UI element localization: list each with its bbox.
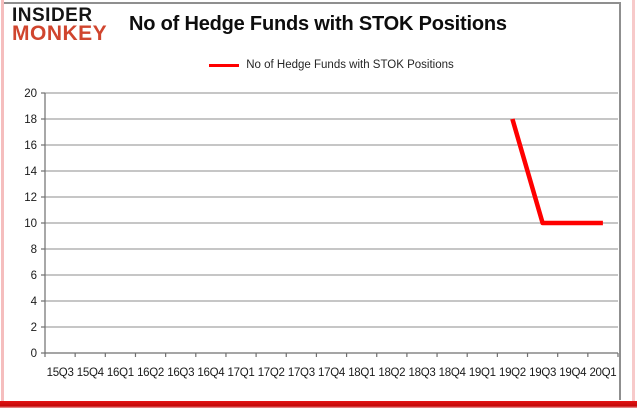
x-tick-label: 18Q2	[378, 367, 405, 379]
y-tick-label: 16	[24, 140, 37, 152]
series-line	[510, 118, 603, 226]
y-tick-label: 20	[24, 88, 37, 100]
y-tick-label: 18	[24, 114, 37, 126]
x-tick-label: 16Q4	[197, 367, 225, 379]
x-tick-label: 19Q1	[469, 367, 496, 379]
chart-border	[4, 2, 621, 400]
x-tick-label: 18Q1	[348, 367, 375, 379]
frame-left-edge	[1, 0, 4, 406]
legend-label: No of Hedge Funds with STOK Positions	[246, 59, 454, 71]
x-tick-label: 17Q3	[288, 367, 315, 379]
x-tick-label: 18Q4	[439, 367, 467, 379]
chart-title: No of Hedge Funds with STOK Positions	[129, 13, 507, 35]
y-tick-label: 10	[24, 218, 37, 230]
y-tick-label: 2	[31, 322, 37, 334]
insider-monkey-logo: INSIDER MONKEY	[12, 5, 108, 45]
y-tick-label: 6	[31, 270, 37, 282]
y-tick-label: 12	[24, 192, 37, 204]
x-tick-label: 16Q2	[137, 367, 164, 379]
x-tick-label: 15Q3	[47, 367, 74, 379]
x-tick-label: 17Q4	[318, 367, 346, 379]
x-tick-label: 16Q1	[107, 367, 134, 379]
x-tick-label: 17Q1	[228, 367, 255, 379]
y-tick-label: 8	[31, 244, 37, 256]
legend: No of Hedge Funds with STOK Positions	[45, 57, 618, 73]
chart-plot: 0 2 4 6 8 10 12 14 16 18 20 15Q3 15Q4 16Q1 16Q2 16Q3 16Q…	[24, 88, 619, 379]
logo-line2: MONKEY	[12, 22, 108, 45]
x-tick-label: 17Q2	[258, 367, 285, 379]
x-tick-label: 19Q3	[529, 367, 556, 379]
x-tick-label: 15Q4	[77, 367, 105, 379]
x-tick-label: 18Q3	[409, 367, 436, 379]
x-tick-label: 16Q3	[167, 367, 194, 379]
x-tick-label: 20Q1	[589, 367, 616, 379]
frame-bottom-edge	[0, 401, 637, 408]
logo-line1: INSIDER	[12, 5, 93, 26]
legend-line-swatch	[209, 63, 240, 67]
y-tick-label: 0	[31, 348, 37, 360]
frame-right-edge	[632, 0, 635, 406]
y-tick-label: 4	[31, 296, 38, 308]
x-tick-label: 19Q4	[559, 367, 587, 379]
y-tick-label: 14	[24, 166, 37, 178]
x-tick-label: 19Q2	[499, 367, 526, 379]
